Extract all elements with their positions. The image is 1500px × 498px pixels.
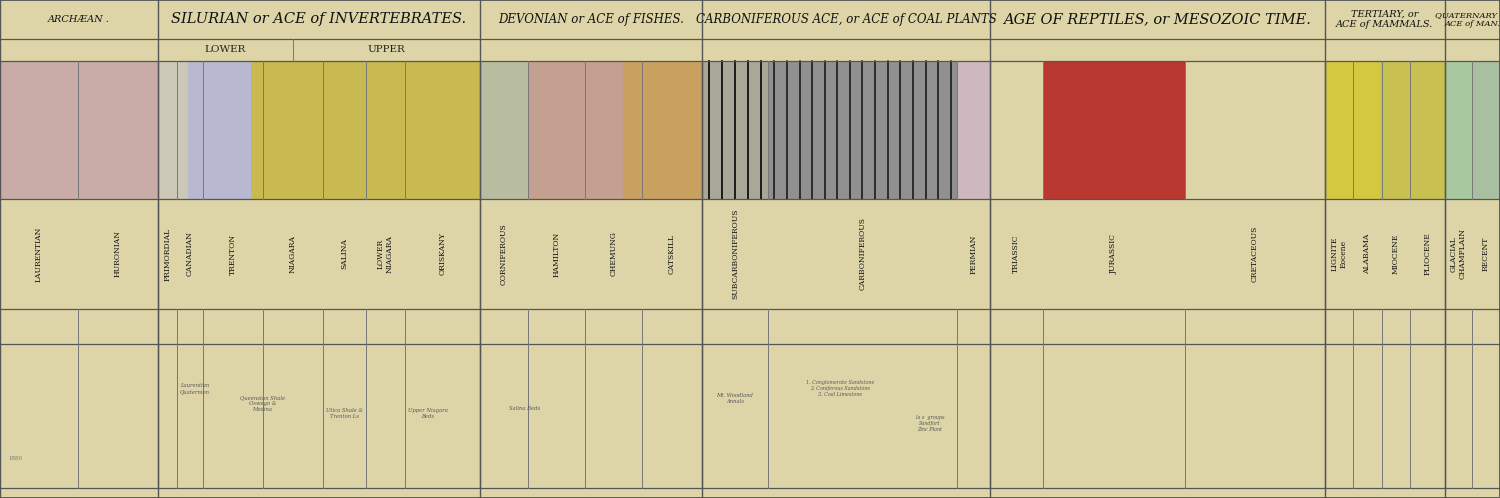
Bar xyxy=(1324,61,1380,199)
Text: AGE OF REPTILES, or MESOZOIC TIME.: AGE OF REPTILES, or MESOZOIC TIME. xyxy=(1004,12,1311,26)
Text: Mt. Woodland
Annals: Mt. Woodland Annals xyxy=(717,393,753,404)
Text: TRIASSIC: TRIASSIC xyxy=(1013,235,1020,273)
Text: HURONIAN: HURONIAN xyxy=(114,231,122,277)
Text: JURASSIC: JURASSIC xyxy=(1110,234,1118,274)
Text: CATSKILL: CATSKILL xyxy=(668,234,676,274)
Bar xyxy=(1042,61,1185,199)
Text: la s  groups
Sandfort
Zinc Plant: la s groups Sandfort Zinc Plant xyxy=(915,415,945,432)
Text: LOWER
NIAGARA: LOWER NIAGARA xyxy=(376,235,394,273)
Bar xyxy=(251,61,480,199)
Text: LOWER: LOWER xyxy=(204,45,246,54)
Text: UPPER: UPPER xyxy=(368,45,405,54)
Text: CANADIAN: CANADIAN xyxy=(186,232,194,276)
Text: MIOCENE: MIOCENE xyxy=(1392,234,1400,274)
Bar xyxy=(1444,61,1472,199)
Bar xyxy=(528,61,622,199)
Text: ARCHÆAN .: ARCHÆAN . xyxy=(48,15,110,24)
Bar xyxy=(1185,61,1324,199)
Text: CARBONIFEROUS: CARBONIFEROUS xyxy=(858,218,867,290)
Text: PLIOCENE: PLIOCENE xyxy=(1424,233,1431,275)
Text: NIAGARA: NIAGARA xyxy=(288,235,297,273)
Bar xyxy=(622,61,702,199)
Text: HAMILTON: HAMILTON xyxy=(552,232,561,276)
Text: SILURIAN or ACE of INVERTEBRATES.: SILURIAN or ACE of INVERTEBRATES. xyxy=(171,12,466,26)
Text: SUBCARBONIFEROUS: SUBCARBONIFEROUS xyxy=(730,209,740,299)
Text: QUATERNARY or
ACE of MAN.: QUATERNARY or ACE of MAN. xyxy=(1436,11,1500,28)
Text: 1. Conglomerate Sandstone
2. Coniferous Sandstone
3. Coal Limestone: 1. Conglomerate Sandstone 2. Coniferous … xyxy=(806,380,874,397)
Text: TERTIARY, or
ACE of MAMMALS.: TERTIARY, or ACE of MAMMALS. xyxy=(1336,10,1432,29)
Text: GLACIAL
CHAMPLAIN: GLACIAL CHAMPLAIN xyxy=(1449,229,1467,279)
Text: 1880: 1880 xyxy=(8,456,22,461)
Text: CRETACEOUS: CRETACEOUS xyxy=(1251,226,1258,282)
Bar xyxy=(158,61,188,199)
Text: CORNIFEROUS: CORNIFEROUS xyxy=(500,223,508,285)
Bar xyxy=(1380,61,1444,199)
Text: ALABAMA: ALABAMA xyxy=(1364,234,1371,274)
Text: TRENTON: TRENTON xyxy=(228,234,237,274)
Text: LAURENTIAN: LAURENTIAN xyxy=(34,226,44,282)
Bar xyxy=(480,61,528,199)
Bar xyxy=(768,61,957,199)
Text: RECENT: RECENT xyxy=(1482,237,1490,271)
Bar xyxy=(0,61,158,199)
Text: CHEMUNG: CHEMUNG xyxy=(609,232,618,276)
Text: ORISKANY: ORISKANY xyxy=(438,233,447,275)
Bar xyxy=(957,61,990,199)
Bar xyxy=(702,61,768,199)
Text: DEVONIAN or ACE of FISHES.: DEVONIAN or ACE of FISHES. xyxy=(498,13,684,26)
Text: PERMIAN: PERMIAN xyxy=(969,234,978,274)
Text: CARBONIFEROUS ACE, or ACE of COAL PLANTS: CARBONIFEROUS ACE, or ACE of COAL PLANTS xyxy=(696,13,996,26)
Text: SALINA: SALINA xyxy=(340,239,348,269)
Text: Upper Niagara
Beds: Upper Niagara Beds xyxy=(408,408,447,419)
Text: LIGNITE
Eocene: LIGNITE Eocene xyxy=(1330,237,1347,271)
Text: Utica Shale &
Trenton Ls: Utica Shale & Trenton Ls xyxy=(327,408,363,419)
Text: Laurentian
Quaternion: Laurentian Quaternion xyxy=(180,383,210,394)
Bar xyxy=(1472,61,1500,199)
Bar xyxy=(188,61,250,199)
Text: Salina Beds: Salina Beds xyxy=(510,406,540,411)
Text: Queenston Shale
Oswego &
Medina: Queenston Shale Oswego & Medina xyxy=(240,395,285,412)
Bar xyxy=(990,61,1042,199)
Text: PRIMORDIAL: PRIMORDIAL xyxy=(164,228,171,280)
